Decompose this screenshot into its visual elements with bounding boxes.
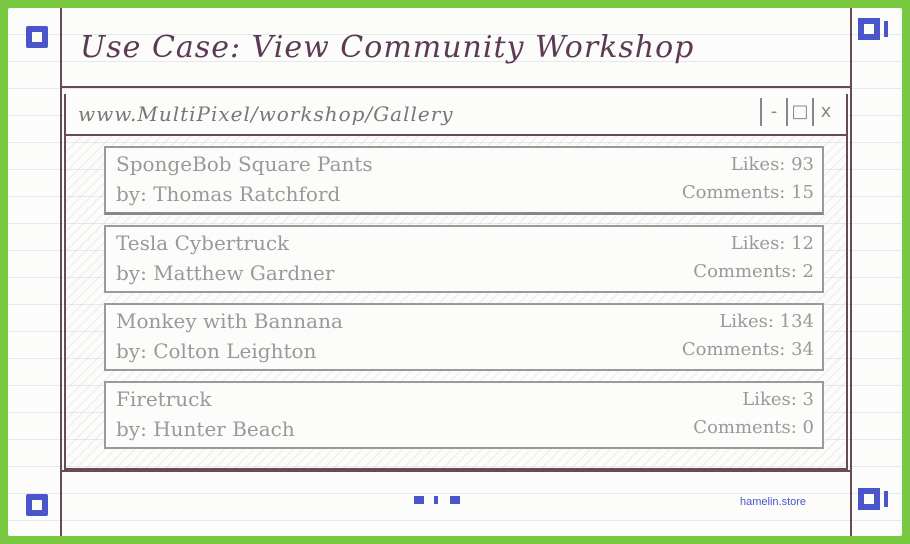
footer-divider — [60, 470, 852, 472]
item-likes: Likes: 134 — [719, 311, 814, 332]
address-bar[interactable]: www.MultiPixel/workshop/Gallery - □ x — [66, 94, 846, 136]
right-margin-line — [850, 8, 852, 536]
corner-mark-icon — [858, 488, 888, 512]
gallery-item[interactable]: Firetruck by: Hunter Beach Likes: 3 Comm… — [104, 381, 824, 449]
corner-mark-icon — [26, 494, 48, 516]
item-likes: Likes: 12 — [730, 233, 814, 254]
item-author: by: Hunter Beach — [116, 417, 295, 441]
item-name: SpongeBob Square Pants — [116, 152, 373, 176]
minimize-button[interactable]: - — [760, 98, 786, 126]
gallery-item[interactable]: Monkey with Bannana by: Colton Leighton … — [104, 303, 824, 371]
item-name: Firetruck — [116, 387, 212, 411]
item-author: by: Thomas Ratchford — [116, 182, 341, 206]
item-name: Tesla Cybertruck — [116, 231, 290, 255]
brand-label: hamelin.store — [740, 496, 807, 508]
url-text[interactable]: www.MultiPixel/workshop/Gallery — [78, 102, 454, 126]
item-likes: Likes: 93 — [730, 154, 814, 175]
left-margin-line — [60, 8, 62, 536]
close-button[interactable]: x — [812, 98, 838, 126]
page-title: Use Case: View Community Workshop — [80, 30, 695, 65]
gallery-list: SpongeBob Square Pants by: Thomas Ratchf… — [104, 146, 824, 459]
item-author: by: Colton Leighton — [116, 339, 317, 363]
window-controls: - □ x — [760, 98, 838, 126]
maximize-button[interactable]: □ — [786, 98, 812, 126]
item-comments: Comments: 0 — [693, 417, 814, 438]
item-name: Monkey with Bannana — [116, 309, 343, 333]
gallery-item[interactable]: Tesla Cybertruck by: Matthew Gardner Lik… — [104, 225, 824, 293]
brand-dots-icon — [414, 496, 460, 504]
corner-mark-icon — [858, 18, 888, 42]
item-comments: Comments: 15 — [681, 182, 814, 203]
browser-window: www.MultiPixel/workshop/Gallery - □ x Sp… — [64, 94, 848, 470]
corner-mark-icon — [26, 26, 48, 48]
item-likes: Likes: 3 — [742, 389, 814, 410]
header-divider — [60, 86, 852, 88]
item-comments: Comments: 2 — [693, 261, 814, 282]
gallery-item[interactable]: SpongeBob Square Pants by: Thomas Ratchf… — [104, 146, 824, 215]
item-comments: Comments: 34 — [681, 339, 814, 360]
item-author: by: Matthew Gardner — [116, 261, 335, 285]
